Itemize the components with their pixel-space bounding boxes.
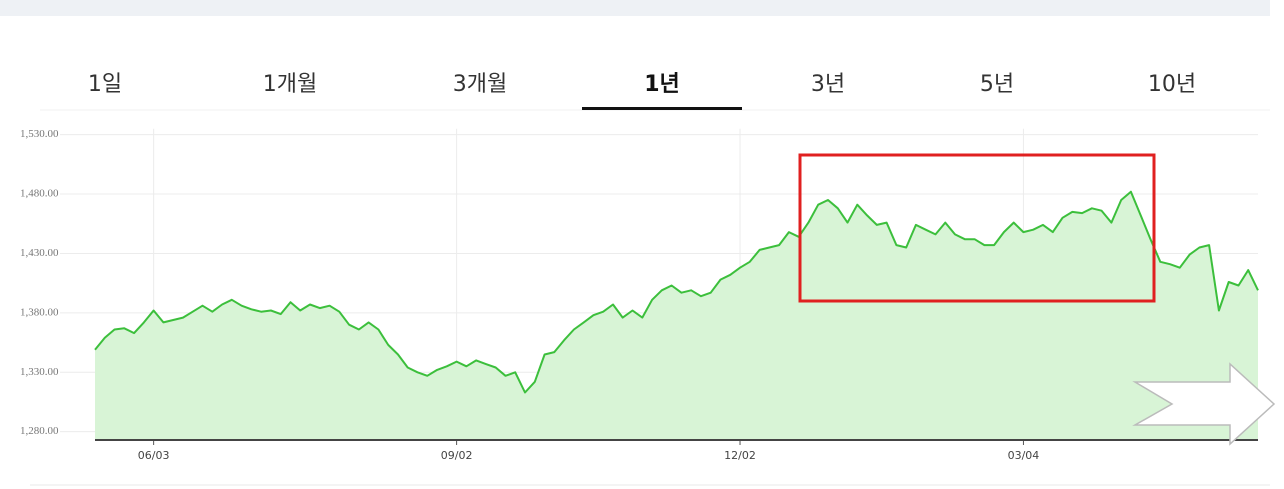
tab[interactable]: 5년 bbox=[980, 72, 1014, 97]
highlight-box bbox=[798, 153, 1156, 303]
arrow-icon bbox=[1132, 362, 1276, 446]
x-tick-label: 12/02 bbox=[724, 449, 756, 462]
y-tick-label: 1,280.00 bbox=[20, 425, 59, 437]
tab-underline bbox=[582, 107, 742, 110]
tab[interactable]: 1일 bbox=[88, 72, 122, 97]
tab[interactable]: 1개월 bbox=[263, 72, 317, 97]
y-tick-label: 1,480.00 bbox=[20, 188, 59, 200]
y-tick-label: 1,330.00 bbox=[20, 366, 59, 378]
tab[interactable]: 1년 bbox=[644, 72, 680, 97]
tab[interactable]: 3년 bbox=[811, 72, 845, 97]
x-tick-label: 09/02 bbox=[441, 449, 473, 462]
tab[interactable]: 10년 bbox=[1148, 72, 1196, 97]
area bbox=[95, 191, 1258, 440]
x-tick-label: 06/03 bbox=[138, 449, 170, 462]
y-tick-label: 1,430.00 bbox=[20, 247, 59, 259]
x-tick-label: 03/04 bbox=[1008, 449, 1040, 462]
y-tick-label: 1,530.00 bbox=[20, 128, 59, 140]
tab[interactable]: 3개월 bbox=[453, 72, 507, 97]
y-tick-label: 1,380.00 bbox=[20, 306, 59, 318]
top-bar bbox=[0, 0, 1270, 16]
line bbox=[94, 190, 1259, 394]
plot: 1,280.00 1,330.00 1,380.00 1,430.00 1,480.00… bbox=[20, 128, 1259, 462]
